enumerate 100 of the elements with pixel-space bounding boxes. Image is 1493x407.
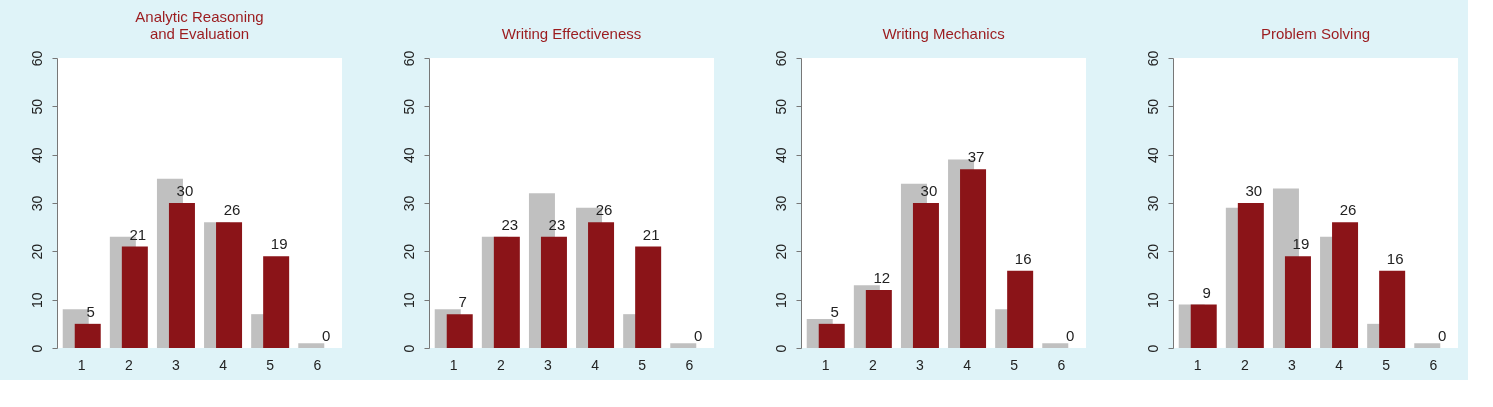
bar [74,323,101,348]
chart-title: Problem Solving [1260,25,1371,43]
y-tick-label: 0 [400,344,417,353]
y-tick-label: 0 [1144,344,1161,353]
x-tick-label: 2 [868,356,877,373]
x-tick-label: 1 [77,356,86,373]
x-tick-label: 1 [821,356,830,373]
data-label: 30 [1245,182,1263,199]
bar [960,169,987,348]
bar [1284,256,1311,348]
data-label: 0 [694,327,703,344]
data-label: 9 [1202,283,1211,301]
chart-title: Writing Mechanics [882,25,1005,43]
x-tick-label: 4 [219,356,228,373]
x-tick-label: 1 [449,356,458,373]
y-tick-label: 30 [28,195,45,212]
bar [216,222,243,348]
x-tick-label: 5 [1382,356,1391,373]
data-label: 23 [501,215,519,233]
data-label: 21 [129,225,147,243]
x-tick-label: 2 [124,356,133,373]
data-label: 26 [595,201,613,219]
data-label: 23 [548,215,566,233]
bar [1237,203,1264,348]
data-label: 16 [1386,249,1404,267]
x-tick-label: 2 [496,356,505,373]
data-label: 26 [223,201,241,219]
data-label: 21 [642,225,660,243]
bar [446,314,473,348]
x-tick-label: 4 [591,356,600,373]
y-tick-label: 30 [772,195,789,212]
y-tick-label: 0 [772,344,789,353]
x-tick-label: 2 [1240,356,1249,373]
data-label: 30 [176,182,194,199]
y-tick-label: 40 [400,147,417,163]
y-tick-label: 60 [772,50,789,67]
bar [865,290,892,348]
y-tick-label: 40 [772,147,789,163]
data-label: 5 [830,302,839,320]
y-tick-label: 20 [1144,243,1161,260]
data-label: 16 [1014,249,1032,267]
chart-title: Analytic Reasoning and Evaluation [135,8,264,43]
data-label: 26 [1339,201,1357,219]
data-label: 0 [322,327,331,344]
x-tick-label: 4 [963,356,972,373]
data-label: 0 [1438,327,1447,344]
y-tick-label: 60 [400,50,417,67]
x-tick-label: 6 [1429,356,1438,373]
y-tick-label: 20 [28,243,45,260]
x-tick-label: 6 [1057,356,1066,373]
bar [121,246,148,348]
bar [912,203,939,348]
bar [1379,270,1406,348]
y-tick-label: 10 [28,292,45,308]
data-label: 0 [1066,327,1075,344]
x-tick-label: 6 [685,356,694,373]
bar [1042,343,1069,348]
y-tick-label: 50 [28,98,45,115]
bar [298,343,325,348]
data-label: 30 [920,182,938,199]
data-label: 7 [458,293,467,311]
bar [635,246,662,348]
x-tick-label: 3 [916,356,925,373]
x-tick-label: 3 [544,356,553,373]
data-label: 19 [1292,235,1310,253]
y-tick-label: 10 [1144,292,1161,308]
x-tick-label: 3 [1288,356,1297,373]
y-tick-label: 50 [1144,98,1161,115]
y-tick-label: 50 [400,98,417,115]
bar [1414,343,1441,348]
x-tick-label: 5 [1010,356,1019,373]
bar [493,236,520,348]
bar [263,256,290,348]
y-tick-label: 20 [772,243,789,260]
bar [540,236,567,348]
y-tick-label: 30 [1144,195,1161,212]
y-tick-label: 50 [772,98,789,115]
chart-title: Writing Effectiveness [501,25,642,43]
data-label: 37 [967,148,985,166]
bar [168,203,195,348]
data-label: 5 [86,302,95,320]
x-tick-label: 3 [172,356,181,373]
bar [588,222,615,348]
y-tick-label: 10 [772,292,789,308]
y-tick-label: 60 [28,50,45,67]
x-tick-label: 5 [266,356,275,373]
y-tick-label: 30 [400,195,417,212]
y-tick-label: 20 [400,243,417,260]
x-tick-label: 4 [1335,356,1344,373]
x-tick-label: 5 [638,356,647,373]
data-label: 19 [270,235,288,253]
y-tick-label: 40 [1144,147,1161,163]
x-tick-label: 6 [313,356,322,373]
y-tick-label: 10 [400,292,417,308]
bar [1332,222,1359,348]
bar [818,323,845,348]
bar [1007,270,1034,348]
bar [670,343,697,348]
y-tick-label: 60 [1144,50,1161,67]
x-tick-label: 1 [1193,356,1202,373]
